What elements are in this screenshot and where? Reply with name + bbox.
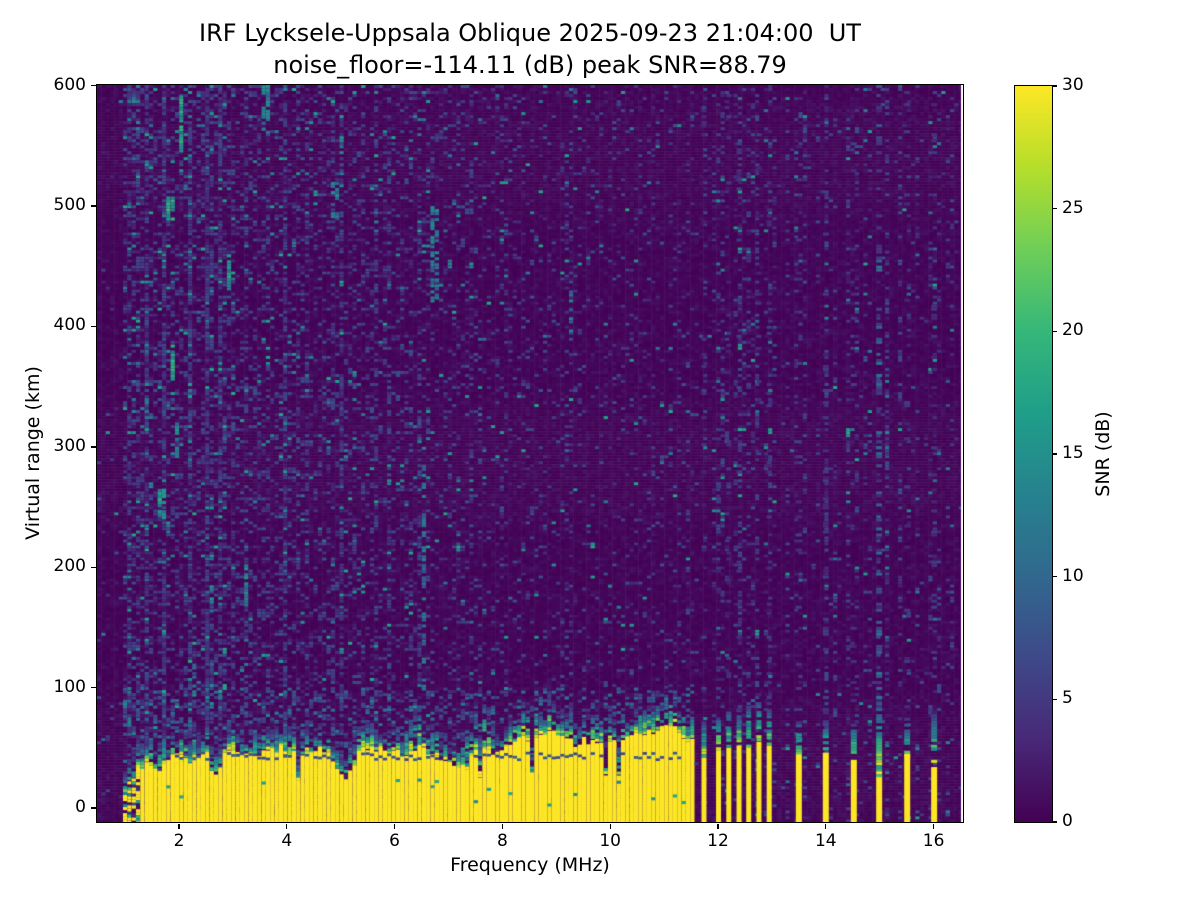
y-tick-label: 100 [53,676,86,697]
colorbar-label: SNR (dB) [1092,411,1114,497]
y-tick-label: 0 [75,797,86,817]
tick-mark [609,823,611,829]
y-tick-label: 500 [53,195,86,216]
x-tick-label: 4 [281,831,293,851]
x-tick-label: 12 [707,831,729,851]
y-tick-label: 200 [53,556,86,577]
colorbar-tick-label: 10 [1062,565,1084,586]
tick-mark [90,686,96,689]
colorbar [1015,86,1052,822]
y-tick-label: 300 [53,435,86,456]
y-tick-label: 600 [53,74,86,95]
tick-mark [1052,330,1057,332]
colorbar-tick-label: 5 [1062,688,1073,709]
colorbar-tick-label: 30 [1062,75,1084,95]
snr-heatmap [97,85,963,822]
colorbar-tick-label: 25 [1062,197,1084,218]
x-tick-label: 10 [599,831,621,851]
tick-mark [90,566,96,568]
tick-mark [90,446,96,448]
x-tick-label: 2 [173,831,185,851]
plot-title-line1: IRF Lycksele-Uppsala Oblique 2025-09-23 … [199,19,861,47]
x-tick-label: 6 [389,831,400,851]
colorbar-tick-label: 20 [1062,320,1084,341]
tick-mark [932,823,935,829]
tick-mark [1052,576,1057,578]
y-axis-label: Virtual range (km) [22,366,44,540]
tick-mark [286,823,288,829]
tick-mark [90,325,96,328]
tick-mark [717,823,719,829]
colorbar-tick-label: 0 [1062,811,1073,831]
tick-mark [393,823,396,829]
tick-mark [1052,698,1057,700]
x-tick-label: 8 [496,831,508,851]
y-tick-label: 400 [53,315,86,336]
tick-mark [90,205,96,207]
x-tick-label: 16 [922,831,945,851]
tick-mark [1052,821,1057,823]
tick-mark [1052,453,1057,455]
tick-mark [90,85,96,87]
x-tick-label: 14 [814,831,837,851]
tick-mark [178,823,180,829]
tick-mark [825,823,827,829]
x-axis-label: Frequency (MHz) [450,854,610,876]
tick-mark [501,823,504,829]
tick-mark [1052,85,1057,87]
tick-mark [90,807,96,809]
tick-mark [1052,208,1057,210]
plot-title-line2: noise_floor=-114.11 (dB) peak SNR=88.79 [273,51,787,79]
colorbar-tick-label: 15 [1062,443,1084,463]
